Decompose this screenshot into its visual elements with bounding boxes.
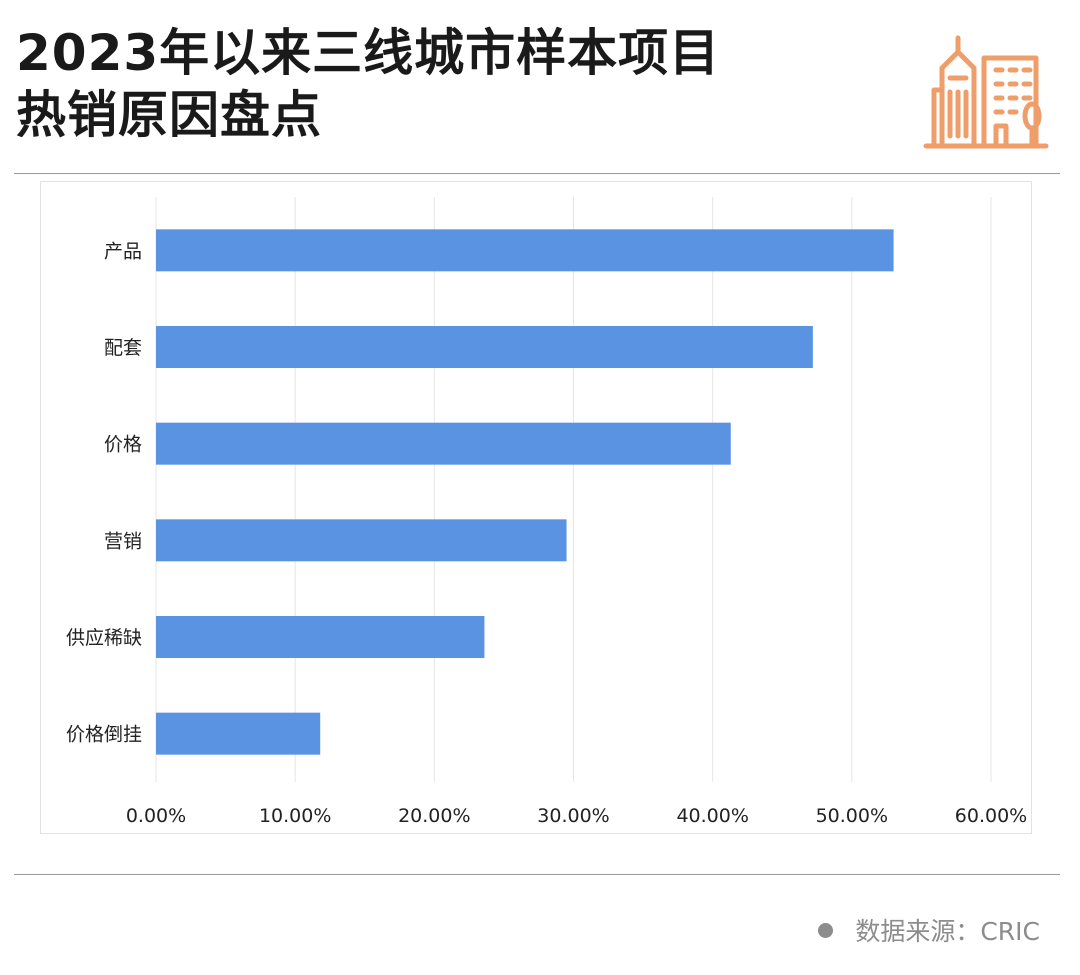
chart-panel: 0.00% 10.00% 20.00% 30.00% 40.00% 50.00% 60.00… xyxy=(40,181,1032,834)
category-label: 供应稀缺 xyxy=(66,627,142,649)
bullet-icon xyxy=(818,922,834,938)
source-text: 数据来源：CRIC xyxy=(855,917,1040,946)
title-line-2: 热销原因盘点 xyxy=(16,86,322,144)
bar xyxy=(156,326,813,368)
footer-divider xyxy=(14,874,1060,875)
source-note: 数据来源：CRIC xyxy=(818,912,1040,948)
title-line-1: 2023年以来三线城市样本项目 xyxy=(16,24,721,82)
category-label: 配套 xyxy=(104,337,142,359)
bar xyxy=(156,519,567,562)
bar xyxy=(156,422,731,465)
bar xyxy=(156,616,485,658)
category-label: 价格 xyxy=(104,434,142,456)
x-tick-label: 10.00% xyxy=(259,805,331,827)
bar xyxy=(156,712,321,755)
x-tick-label: 50.00% xyxy=(816,805,888,827)
city-buildings-icon xyxy=(923,35,1049,149)
x-tick-label: 0.00% xyxy=(126,805,186,827)
bar-chart: 0.00% 10.00% 20.00% 30.00% 40.00% 50.00% 60.00… xyxy=(66,197,1027,827)
x-tick-label: 30.00% xyxy=(537,805,609,827)
category-label: 营销 xyxy=(104,530,142,552)
category-label: 价格倒挂 xyxy=(66,724,142,746)
page-title: 2023年以来三线城市样本项目 热销原因盘点 xyxy=(16,22,720,146)
header-divider xyxy=(14,173,1060,174)
category-label: 产品 xyxy=(104,240,142,262)
x-tick-label: 40.00% xyxy=(676,805,748,827)
bar xyxy=(156,229,894,272)
x-tick-label: 60.00% xyxy=(955,805,1027,827)
x-tick-label: 20.00% xyxy=(398,805,470,827)
